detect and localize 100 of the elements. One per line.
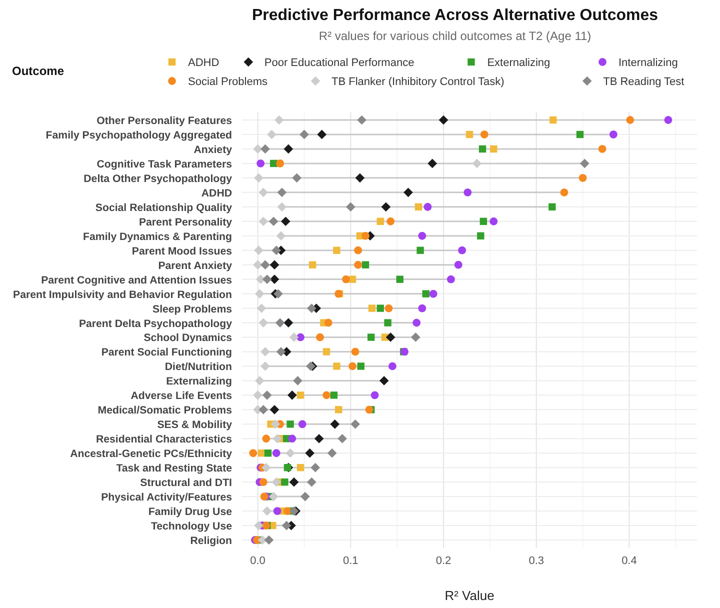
point <box>276 231 286 241</box>
point <box>376 304 384 312</box>
legend-label: Poor Educational Performance <box>264 57 414 69</box>
y-tick-label: Cognitive Task Parameters <box>96 158 232 170</box>
point <box>262 274 272 284</box>
point <box>549 116 557 124</box>
point <box>454 260 462 269</box>
point <box>272 449 280 458</box>
point <box>262 506 272 516</box>
y-tick-label: Parent Personality <box>138 216 232 228</box>
y-tick-label: Parent Mood Issues <box>132 245 232 258</box>
point <box>267 130 276 140</box>
y-tick-label: Other Personality Features <box>96 115 232 127</box>
point <box>429 290 438 298</box>
point <box>259 478 268 486</box>
point <box>260 260 270 270</box>
y-tick-label: Parent Delta Psychopathology <box>78 318 232 330</box>
point <box>308 261 316 268</box>
point <box>580 158 590 168</box>
point <box>464 188 472 196</box>
y-tick-label: Religion <box>190 535 232 547</box>
x-tick-label: 0.2 <box>436 555 452 567</box>
y-tick-label: School Dynamics <box>144 332 232 344</box>
point <box>280 216 290 226</box>
point <box>268 492 278 502</box>
point <box>300 492 310 502</box>
point <box>370 391 379 400</box>
y-tick-label: Externalizing <box>166 376 232 388</box>
point <box>414 203 422 210</box>
point <box>478 145 486 153</box>
point <box>258 188 268 198</box>
point <box>560 188 568 196</box>
point <box>284 318 294 328</box>
x-axis-title: R² Value <box>444 588 494 603</box>
point <box>333 362 340 370</box>
point <box>270 419 280 429</box>
y-tick-label: Diet/Nutrition <box>164 361 232 374</box>
point <box>254 289 264 298</box>
point <box>277 202 287 212</box>
x-tick-label: 0.1 <box>342 555 358 567</box>
point <box>284 144 294 154</box>
point <box>458 246 466 254</box>
point <box>355 173 365 183</box>
point <box>348 362 356 370</box>
y-tick-label: Technology Use <box>150 520 232 533</box>
point <box>274 289 283 298</box>
point <box>324 318 332 327</box>
legend-label: Internalizing <box>618 57 678 69</box>
point <box>272 246 282 256</box>
point <box>292 173 302 183</box>
point <box>357 115 366 125</box>
point <box>260 362 270 371</box>
point <box>664 116 672 124</box>
point <box>261 462 271 472</box>
point <box>306 304 316 313</box>
point <box>416 246 424 254</box>
point <box>384 319 392 326</box>
point <box>270 404 280 414</box>
y-tick-label: SES & Mobility <box>157 419 232 432</box>
point <box>317 130 327 140</box>
y-tick-label: Physical Activity/Features <box>101 492 232 504</box>
chart-subtitle: R² values for various child outcomes at T2 (Age 11) <box>318 29 592 43</box>
chart-title: Predictive Performance Across Alternative Outcomes <box>252 7 658 24</box>
legend-label: Social Problems <box>188 76 268 88</box>
point <box>354 246 362 254</box>
point <box>598 145 606 153</box>
point <box>338 434 347 444</box>
point <box>362 261 370 268</box>
point <box>314 434 324 444</box>
point <box>296 464 304 472</box>
y-tick-label: Parent Anxiety <box>158 260 232 272</box>
point <box>277 188 287 198</box>
point <box>310 462 320 472</box>
y-tick-label: Anxiety <box>194 144 232 156</box>
point <box>379 376 389 386</box>
y-tick-label: ADHD <box>201 187 232 200</box>
point <box>254 376 264 386</box>
point <box>264 450 272 457</box>
point <box>404 188 413 198</box>
point <box>418 304 426 312</box>
point <box>322 391 330 400</box>
legend-title: Outcome <box>12 64 64 78</box>
point <box>253 390 262 400</box>
point <box>286 420 294 428</box>
point <box>330 392 338 399</box>
point <box>270 260 280 270</box>
y-tick-label: Residential Characteristics <box>96 434 232 446</box>
y-tick-label: Family Drug Use <box>148 506 232 518</box>
point <box>381 202 391 212</box>
point <box>289 332 299 342</box>
point <box>289 477 299 487</box>
point <box>316 333 324 342</box>
y-tick-label: Ancestral-Genetic PCs/Ethnicity <box>70 448 232 460</box>
y-tick-label: Family Dynamics & Parenting <box>83 230 232 243</box>
point <box>322 348 330 356</box>
point <box>410 332 420 342</box>
point <box>396 276 404 283</box>
point <box>438 115 448 125</box>
point <box>480 218 488 225</box>
y-tick-label: Parent Cognitive and Attention Issues <box>41 274 232 286</box>
